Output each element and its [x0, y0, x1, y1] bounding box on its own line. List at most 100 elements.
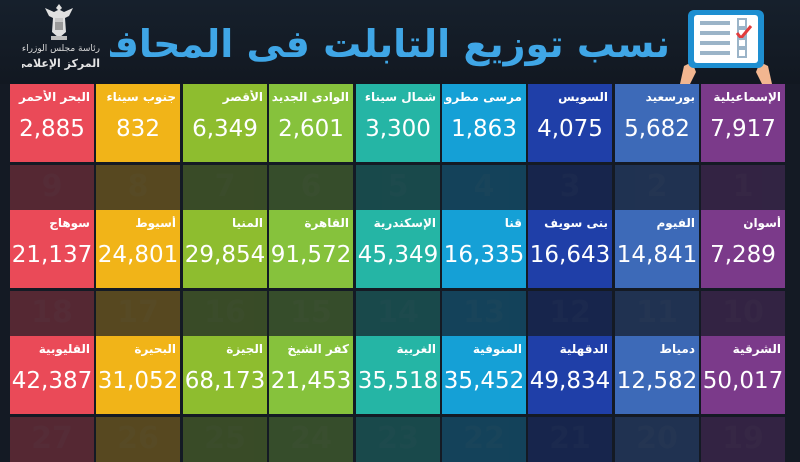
governorate-name: الغربية — [396, 342, 436, 356]
governorate-cell: جنوب سيناء 832 — [96, 84, 180, 162]
governorate-cell: كفر الشيخ 21,453 — [269, 336, 353, 414]
tablet-count: 49,834 — [529, 368, 611, 394]
rank-number: 9 — [41, 169, 63, 204]
tablet-count: 16,643 — [529, 242, 611, 268]
tablet-count: 12,582 — [616, 368, 698, 394]
governorate-cell: سوهاج 21,137 — [10, 210, 94, 288]
rank-tile: 15 — [269, 291, 353, 336]
rank-tile: 3 — [528, 165, 612, 210]
rank-number: 5 — [387, 169, 409, 204]
tablet-count: 3,300 — [365, 116, 431, 142]
rank-tile: 2 — [615, 165, 699, 210]
governorate-cell: أسوان 7,289 — [701, 210, 785, 288]
rank-number: 13 — [463, 295, 505, 330]
rank-number: 1 — [732, 169, 754, 204]
tablet-count: 50,017 — [702, 368, 784, 394]
governorate-cell: الجيزة 68,173 — [183, 336, 267, 414]
governorate-name: شمال سيناء — [364, 90, 436, 104]
governorate-cell: المنيا 29,854 — [183, 210, 267, 288]
governorate-cell: السويس 4,075 — [528, 84, 612, 162]
rank-number: 10 — [722, 295, 764, 330]
governorate-cell: دمياط 12,582 — [615, 336, 699, 414]
governorate-cell: الوادى الجديد 2,601 — [269, 84, 353, 162]
tablet-count: 91,572 — [270, 242, 352, 268]
tablet-count: 21,137 — [11, 242, 93, 268]
governorate-name: دمياط — [659, 342, 695, 356]
rank-number: 11 — [636, 295, 678, 330]
governorate-cell: الدقهلية 49,834 — [528, 336, 612, 414]
rank-tile: 26 — [96, 417, 180, 462]
logo: رئاسة مجلس الوزراء المركز الإعلامى — [22, 2, 100, 76]
rank-number: 22 — [463, 421, 505, 456]
tablet-count: 4,075 — [537, 116, 603, 142]
governorate-name: بنى سويف — [544, 216, 608, 230]
rank-tile: 5 — [356, 165, 440, 210]
governorate-name: القليوبية — [38, 342, 90, 356]
rank-number: 17 — [117, 295, 159, 330]
rank-tile: 23 — [356, 417, 440, 462]
governorate-name: الشرقية — [732, 342, 781, 356]
tablet-count: 42,387 — [11, 368, 93, 394]
page-title: نسب توزيع التابلت فى المحافظات — [110, 22, 670, 66]
rank-tile: 21 — [528, 417, 612, 462]
governorate-cell: الفيوم 14,841 — [615, 210, 699, 288]
rank-number: 25 — [204, 421, 246, 456]
governorate-name: جنوب سيناء — [106, 90, 176, 104]
tablet-count: 35,452 — [443, 368, 525, 394]
egypt-eagle-emblem-icon — [45, 4, 73, 40]
governorate-cell: الإسماعيلية 7,917 — [701, 84, 785, 162]
governorate-cell: أسيوط 24,801 — [96, 210, 180, 288]
header: رئاسة مجلس الوزراء المركز الإعلامى نسب ت… — [0, 0, 800, 84]
governorate-name: كفر الشيخ — [287, 342, 349, 356]
rank-tile: 12 — [528, 291, 612, 336]
rank-tile: 7 — [183, 165, 267, 210]
governorate-cell: القاهرة 91,572 — [269, 210, 353, 288]
governorate-cell: البحيرة 31,052 — [96, 336, 180, 414]
rank-tile: 13 — [442, 291, 526, 336]
tablet-count: 45,349 — [357, 242, 439, 268]
governorate-name: البحر الأحمر — [18, 90, 90, 104]
governorate-cell: القليوبية 42,387 — [10, 336, 94, 414]
governorate-cell: مرسى مطروح 1,863 — [442, 84, 526, 162]
governorate-cell: المنوفية 35,452 — [442, 336, 526, 414]
rank-number: 16 — [204, 295, 246, 330]
rank-tile: 11 — [615, 291, 699, 336]
governorate-name: أسيوط — [135, 216, 176, 230]
rank-number: 19 — [722, 421, 764, 456]
governorate-cell: شمال سيناء 3,300 — [356, 84, 440, 162]
governorate-name: الوادى الجديد — [271, 90, 349, 104]
rank-tile: 14 — [356, 291, 440, 336]
rank-tile: 19 — [701, 417, 785, 462]
governorate-name: المنيا — [232, 216, 263, 230]
tablet-checklist-icon — [680, 10, 772, 84]
rank-tile: 18 — [10, 291, 94, 336]
tablet-count: 2,885 — [19, 116, 85, 142]
tablet-count: 6,349 — [192, 116, 258, 142]
governorate-name: الفيوم — [656, 216, 695, 230]
governorate-cell: البحر الأحمر 2,885 — [10, 84, 94, 162]
rank-tile: 6 — [269, 165, 353, 210]
rank-number: 24 — [290, 421, 332, 456]
rank-tile: 27 — [10, 417, 94, 462]
tablet-count: 35,518 — [357, 368, 439, 394]
rank-number: 8 — [127, 169, 149, 204]
governorate-cell: الشرقية 50,017 — [701, 336, 785, 414]
governorate-cell: بنى سويف 16,643 — [528, 210, 612, 288]
tablet-count: 29,854 — [184, 242, 266, 268]
rank-number: 21 — [549, 421, 591, 456]
governorate-cell: الإسكندرية 45,349 — [356, 210, 440, 288]
tablet-count: 24,801 — [97, 242, 179, 268]
rank-tile: 9 — [10, 165, 94, 210]
rank-tile: 4 — [442, 165, 526, 210]
rank-tile: 24 — [269, 417, 353, 462]
rank-number: 18 — [31, 295, 73, 330]
governorate-name: الجيزة — [226, 342, 263, 356]
governorate-cell: الغربية 35,518 — [356, 336, 440, 414]
governorate-name: الدقهلية — [559, 342, 608, 356]
governorate-name: بورسعيد — [645, 90, 695, 104]
governorate-cell: الأقصر 6,349 — [183, 84, 267, 162]
rank-tile: 8 — [96, 165, 180, 210]
tablet-count: 832 — [116, 116, 160, 142]
rank-number: 6 — [300, 169, 322, 204]
governorate-name: المنوفية — [472, 342, 522, 356]
